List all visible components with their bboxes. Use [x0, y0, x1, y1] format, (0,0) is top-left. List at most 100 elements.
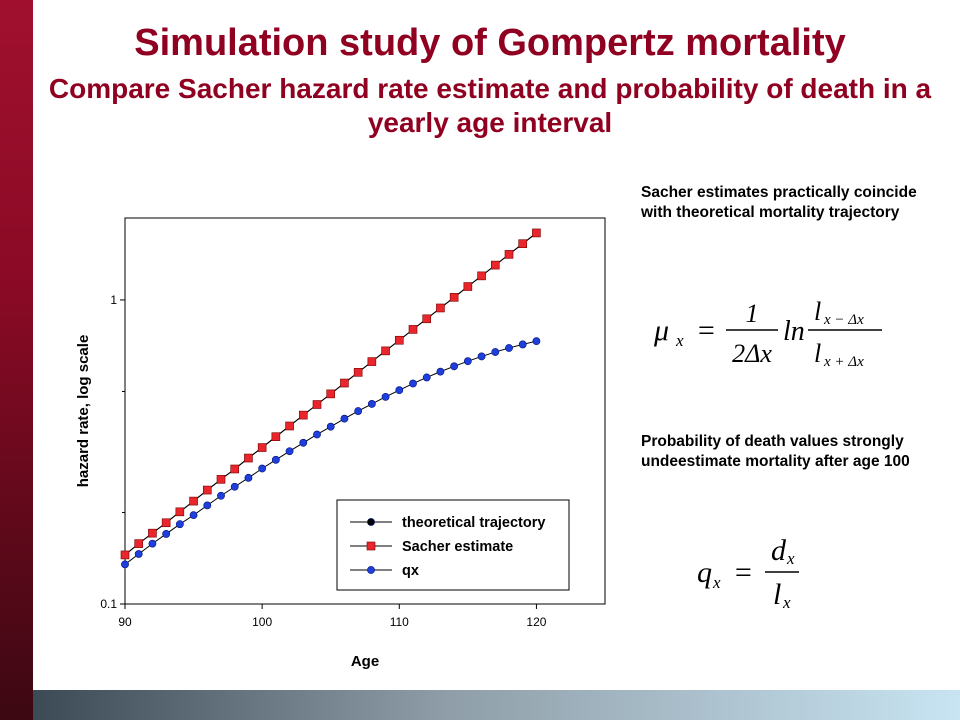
data-point	[422, 373, 431, 382]
hazard-chart: 90 100 110 120 0.11 Age hazard rate, log sc…	[75, 217, 606, 670]
data-point	[148, 539, 157, 548]
data-point	[395, 386, 404, 395]
lx-numerator-subscript: x − Δx	[823, 312, 864, 328]
data-point	[217, 491, 225, 500]
data-point	[312, 400, 322, 409]
y-tick-label: 1	[110, 293, 117, 307]
legend-label: qx	[402, 563, 419, 579]
data-point	[162, 530, 171, 538]
lx-denominator: l	[814, 339, 821, 368]
data-point	[230, 482, 239, 491]
data-point	[518, 340, 527, 349]
data-point	[491, 348, 500, 356]
data-point	[381, 346, 390, 356]
data-point	[422, 314, 432, 324]
series-markers	[120, 228, 541, 569]
x-tick-label: 120	[526, 615, 546, 629]
data-point	[409, 379, 417, 388]
data-point	[313, 430, 321, 439]
data-point	[244, 473, 253, 482]
data-point	[244, 453, 253, 463]
x-tick-label: 100	[252, 615, 272, 629]
data-point	[121, 560, 129, 569]
data-point	[161, 518, 171, 528]
data-point	[189, 511, 198, 520]
data-point	[326, 422, 335, 431]
data-point	[175, 507, 185, 517]
frac-denominator-2dx: 2Δx	[732, 339, 772, 368]
legend-marker	[366, 541, 376, 551]
data-point	[505, 344, 513, 352]
data-point	[353, 368, 363, 377]
lx-denominator-q: l	[773, 578, 781, 610]
q-subscript: x	[712, 573, 721, 592]
data-point	[367, 357, 377, 366]
data-point	[381, 392, 390, 401]
lx-numerator: l	[814, 297, 821, 326]
frac-numerator-1: 1	[746, 299, 759, 328]
y-tick-label: 0.1	[100, 597, 117, 611]
data-point	[532, 337, 541, 346]
formula-probability: q x = d x l x	[697, 534, 799, 610]
data-point	[354, 407, 363, 415]
y-axis-ticks: 0.11	[100, 293, 125, 611]
data-point	[285, 447, 294, 456]
data-point	[285, 421, 294, 431]
data-point	[477, 271, 486, 281]
data-point	[202, 485, 212, 495]
x-tick-label: 90	[118, 615, 132, 629]
q-symbol: q	[697, 556, 712, 589]
x-tick-label: 110	[390, 615, 409, 629]
data-point	[463, 357, 472, 366]
ln-symbol: ln	[783, 316, 805, 347]
data-point	[436, 303, 445, 313]
chart-legend: theoretical trajectory Sacher estimate qx	[336, 499, 570, 591]
data-point	[203, 501, 212, 510]
formula-sacher: μ x = 1 2Δx ln l x − Δx l x + Δx	[653, 297, 882, 370]
data-point	[326, 389, 336, 399]
data-point	[134, 539, 144, 548]
dx-subscript: x	[786, 549, 795, 568]
data-point	[394, 335, 404, 345]
data-point	[216, 475, 226, 484]
mu-equals: =	[696, 314, 716, 347]
data-point	[449, 293, 459, 302]
data-point	[271, 432, 281, 442]
data-point	[299, 438, 308, 447]
mu-subscript: x	[675, 331, 684, 350]
data-point	[230, 464, 240, 474]
lx-denominator-q-subscript: x	[782, 593, 791, 610]
slide-subtitle: Compare Sacher hazard rate estimate and …	[48, 73, 932, 138]
data-point	[436, 367, 445, 376]
slide-title: Simulation study of Gompertz mortality	[134, 22, 846, 64]
data-point	[257, 443, 267, 452]
data-point	[175, 520, 184, 529]
data-point	[504, 250, 514, 259]
data-point	[450, 362, 459, 371]
data-point	[340, 414, 349, 423]
y-axis-title: hazard rate, log scale	[75, 335, 92, 488]
x-axis-ticks: 90 100 110 120	[118, 604, 547, 629]
dx-numerator: d	[771, 534, 787, 567]
data-point	[477, 352, 486, 361]
data-point	[258, 464, 267, 473]
note-sacher: Sacher estimates practically coincide wi…	[641, 184, 917, 221]
data-point	[518, 239, 528, 249]
lx-denominator-subscript: x + Δx	[823, 354, 864, 370]
data-point	[490, 260, 500, 270]
data-point	[408, 325, 418, 334]
data-point	[134, 550, 143, 558]
data-point	[463, 282, 473, 291]
legend-marker	[367, 518, 375, 526]
data-point	[148, 528, 157, 538]
mu-symbol: μ	[653, 314, 669, 347]
plot-area	[124, 217, 606, 605]
data-point	[532, 228, 541, 238]
data-point	[120, 550, 130, 560]
legend-label: theoretical trajectory	[402, 515, 545, 531]
data-point	[340, 378, 349, 388]
x-axis-title: Age	[351, 653, 379, 670]
bottom-accent-bar	[33, 690, 960, 720]
data-point	[271, 455, 280, 464]
legend-marker	[367, 566, 375, 574]
